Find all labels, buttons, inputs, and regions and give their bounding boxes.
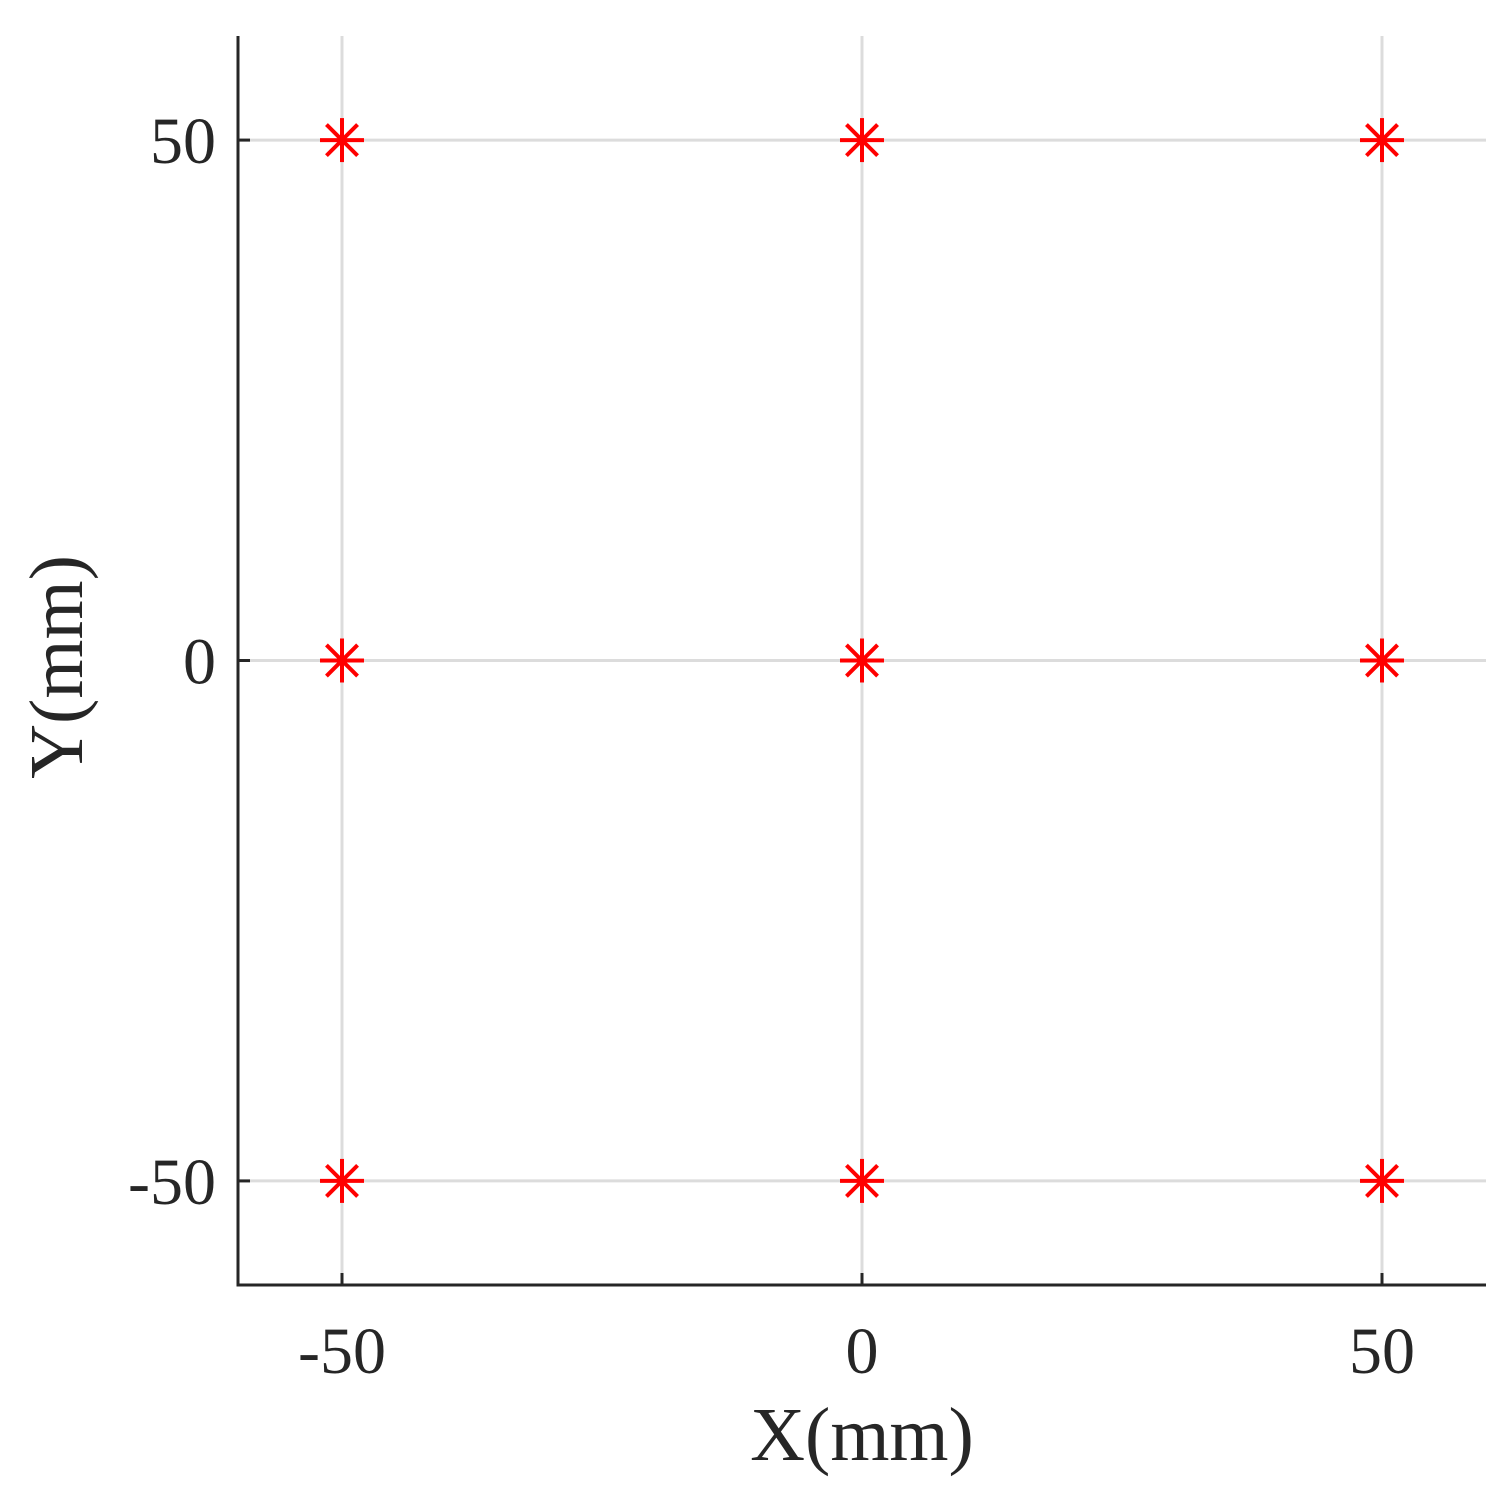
asterisk-stroke: [1365, 1163, 1399, 1198]
data-points: [320, 118, 1404, 1203]
asterisk-stroke: [325, 123, 359, 158]
asterisk-stroke: [845, 643, 879, 678]
ticks: -50 0 50 -50 0 50: [128, 105, 1415, 1388]
x-tick-label: -50: [298, 1315, 386, 1388]
data-point: [1360, 638, 1404, 683]
data-point: [320, 638, 364, 683]
y-tick-label: 0: [183, 626, 216, 699]
data-point: [840, 638, 884, 683]
data-point: [320, 118, 364, 163]
data-point: [840, 1158, 884, 1203]
x-tick-label: 50: [1349, 1315, 1415, 1388]
axis-box: [236, 36, 1486, 1287]
asterisk-stroke: [845, 123, 879, 158]
axes: [236, 36, 1486, 1287]
y-tick-label: -50: [128, 1146, 216, 1219]
asterisk-stroke: [845, 1163, 879, 1198]
x-axis-label: X(mm): [750, 1393, 974, 1477]
asterisk-stroke: [325, 1163, 359, 1198]
asterisk-stroke: [1365, 643, 1399, 678]
y-axis-label: Y(mm): [15, 555, 99, 779]
y-tick-label: 50: [150, 105, 216, 178]
asterisk-stroke: [325, 643, 359, 678]
data-point: [1360, 118, 1404, 163]
data-point: [1360, 1158, 1404, 1203]
x-tick-label: 0: [846, 1315, 879, 1388]
asterisk-stroke: [1365, 123, 1399, 158]
data-point: [840, 118, 884, 163]
data-point: [320, 1158, 364, 1203]
